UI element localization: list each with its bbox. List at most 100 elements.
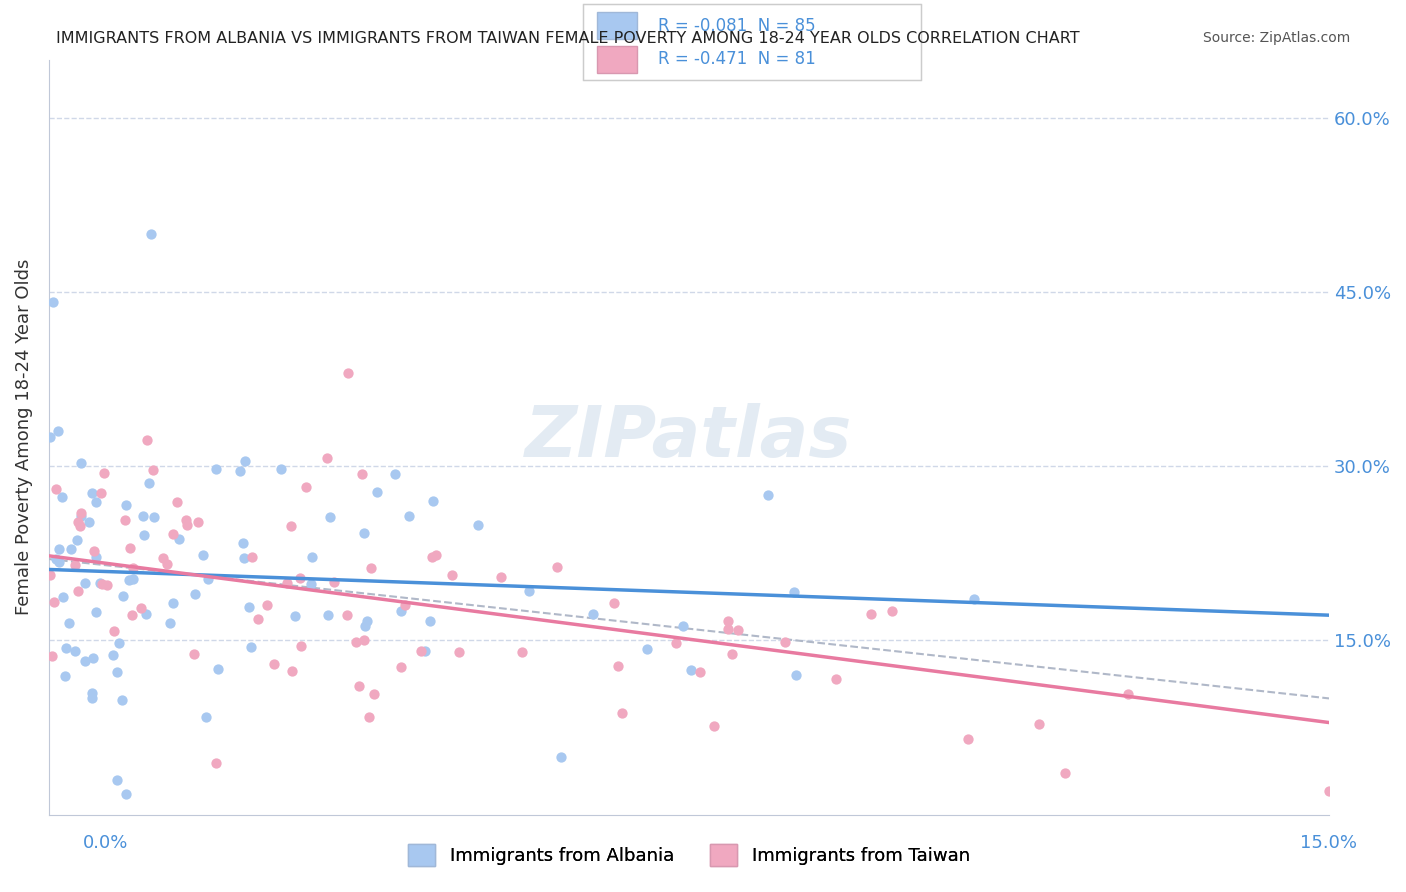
- Point: [176, 518, 198, 533]
- Point: [129, 601, 152, 615]
- Point: [80, 686, 103, 700]
- Point: [360, 560, 382, 574]
- Point: [132, 528, 155, 542]
- Text: ZIPatlas: ZIPatlas: [526, 402, 852, 472]
- Point: [39, 568, 62, 582]
- Point: [582, 607, 605, 622]
- Point: [96, 578, 118, 592]
- Point: [353, 633, 375, 648]
- Point: [70, 506, 93, 520]
- Point: [773, 635, 796, 649]
- Point: [121, 608, 143, 623]
- Point: [75, 655, 97, 669]
- Point: [55, 641, 77, 656]
- Point: [207, 661, 229, 675]
- Point: [703, 719, 725, 733]
- Point: [187, 515, 209, 529]
- Point: [191, 549, 214, 563]
- Y-axis label: Female Poverty Among 18-24 Year Olds: Female Poverty Among 18-24 Year Olds: [15, 259, 32, 615]
- Point: [240, 549, 263, 564]
- Point: [359, 710, 381, 724]
- Point: [121, 560, 143, 574]
- Point: [689, 665, 711, 680]
- Point: [391, 604, 413, 618]
- Text: R = -0.081  N = 85: R = -0.081 N = 85: [658, 17, 815, 35]
- Point: [205, 462, 228, 476]
- Point: [197, 573, 219, 587]
- Point: [65, 558, 87, 573]
- Point: [48, 541, 70, 556]
- Point: [183, 647, 205, 661]
- Point: [962, 592, 984, 607]
- Point: [756, 488, 779, 502]
- Point: [366, 485, 388, 500]
- Point: [55, 669, 77, 683]
- Point: [610, 706, 633, 721]
- Point: [70, 509, 93, 524]
- Point: [363, 687, 385, 701]
- Point: [239, 640, 262, 654]
- Point: [825, 673, 848, 687]
- Point: [316, 451, 339, 466]
- Point: [52, 591, 75, 605]
- Point: [233, 453, 256, 467]
- Point: [347, 679, 370, 693]
- Text: 0.0%: 0.0%: [83, 834, 128, 852]
- Point: [105, 772, 128, 787]
- Point: [89, 575, 111, 590]
- Point: [143, 509, 166, 524]
- Point: [58, 616, 80, 631]
- Point: [48, 555, 70, 569]
- Point: [550, 749, 572, 764]
- Point: [717, 622, 740, 636]
- Point: [447, 645, 470, 659]
- Point: [420, 549, 443, 564]
- Point: [194, 710, 217, 724]
- Point: [299, 576, 322, 591]
- Point: [159, 616, 181, 631]
- Point: [232, 551, 254, 566]
- Point: [132, 509, 155, 524]
- Point: [281, 664, 304, 678]
- Point: [82, 651, 104, 665]
- Point: [727, 623, 749, 637]
- Point: [295, 480, 318, 494]
- Point: [114, 513, 136, 527]
- Point: [232, 536, 254, 550]
- Point: [229, 464, 252, 478]
- Point: [785, 667, 807, 681]
- Point: [70, 456, 93, 470]
- Point: [59, 541, 82, 556]
- Text: 15.0%: 15.0%: [1301, 834, 1357, 852]
- Text: IMMIGRANTS FROM ALBANIA VS IMMIGRANTS FROM TAIWAN FEMALE POVERTY AMONG 18-24 YEA: IMMIGRANTS FROM ALBANIA VS IMMIGRANTS FR…: [56, 31, 1080, 46]
- Point: [42, 595, 65, 609]
- Point: [344, 635, 367, 649]
- Point: [270, 462, 292, 476]
- Point: [957, 731, 980, 746]
- Point: [138, 476, 160, 491]
- Point: [83, 543, 105, 558]
- Point: [425, 548, 447, 562]
- Point: [103, 624, 125, 639]
- Point: [75, 576, 97, 591]
- Point: [66, 533, 89, 547]
- Point: [319, 510, 342, 524]
- Point: [111, 589, 134, 603]
- Point: [316, 607, 339, 622]
- Point: [82, 485, 104, 500]
- Point: [246, 612, 269, 626]
- Point: [90, 577, 112, 591]
- Point: [415, 644, 437, 658]
- Point: [880, 604, 903, 618]
- Point: [86, 549, 108, 564]
- Point: [356, 615, 378, 629]
- Point: [84, 605, 107, 619]
- Point: [546, 560, 568, 574]
- Point: [606, 659, 628, 673]
- Point: [672, 619, 695, 633]
- Point: [288, 571, 311, 585]
- Point: [717, 614, 740, 628]
- Point: [93, 466, 115, 480]
- Point: [352, 467, 374, 481]
- Point: [69, 518, 91, 533]
